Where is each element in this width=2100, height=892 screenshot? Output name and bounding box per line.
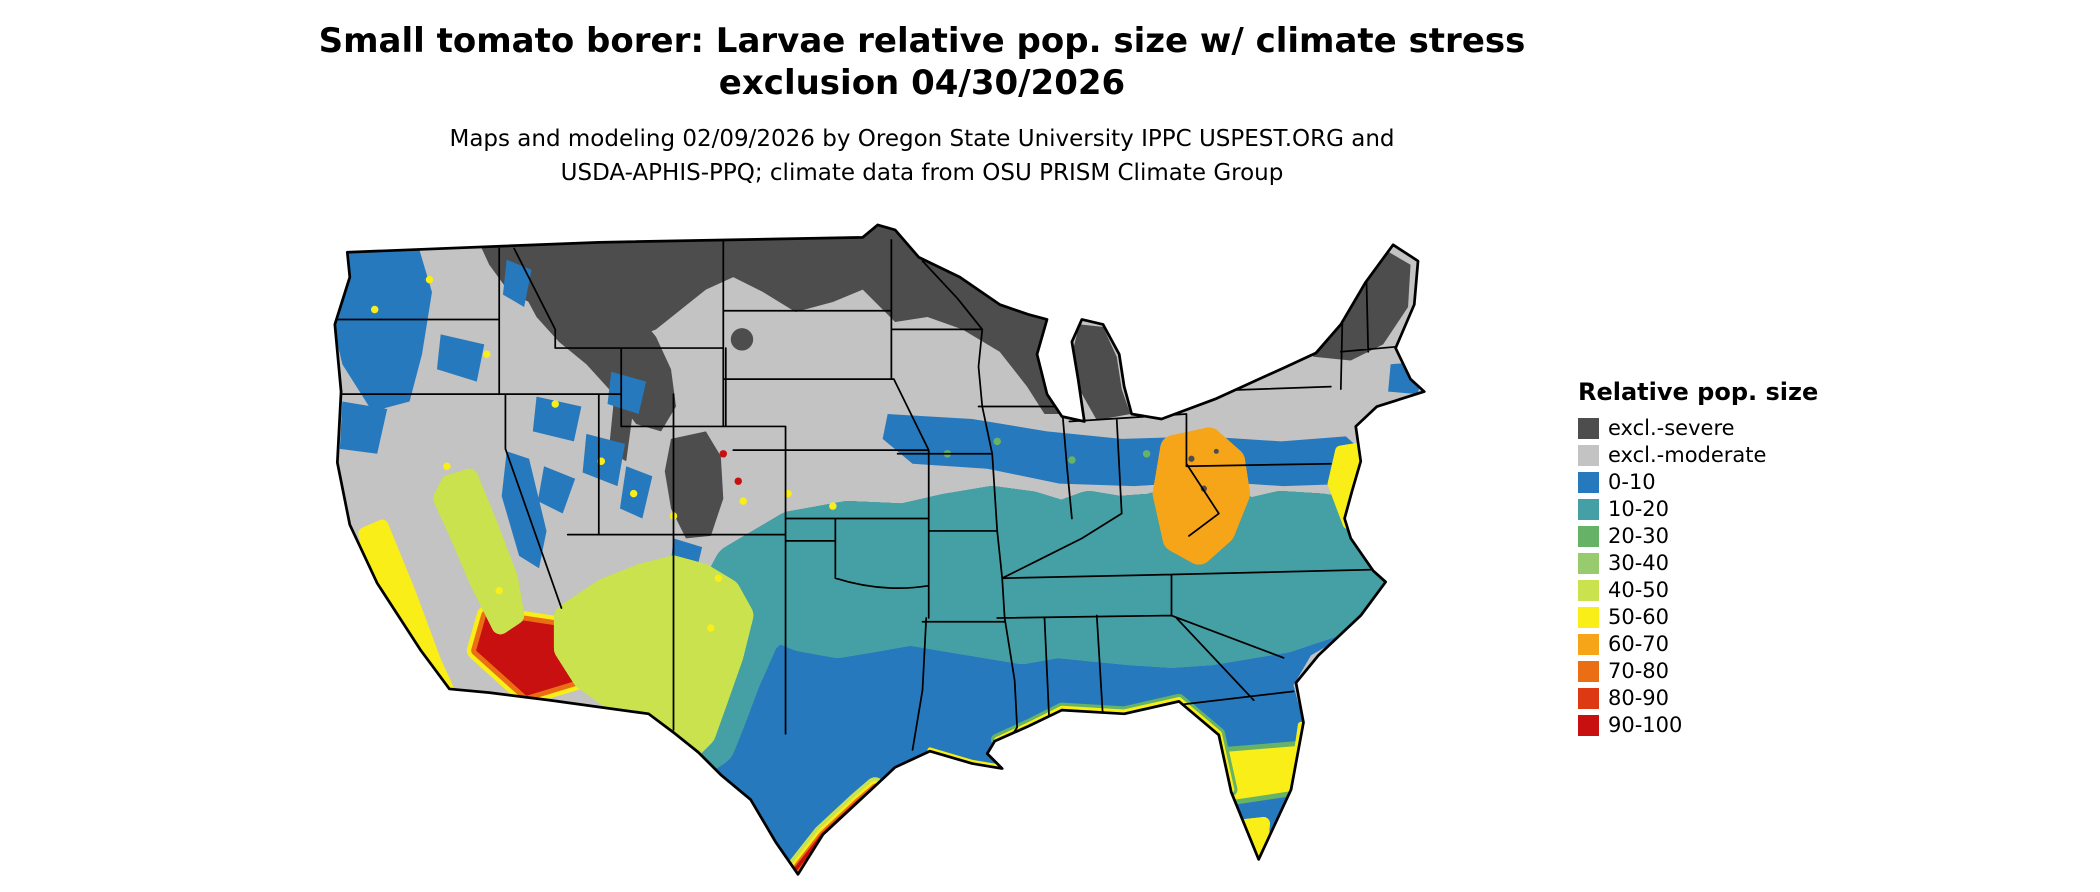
legend-item: excl.-moderate [1578, 443, 1878, 468]
map-appalachian-exclusion-wedge [1152, 441, 1250, 550]
map-title: Small tomato borer: Larvae relative pop.… [0, 20, 1844, 104]
map-national-outline [333, 223, 1426, 876]
legend-label: 50-60 [1608, 605, 1670, 629]
map-subtitle-line1: Maps and modeling 02/09/2026 by Oregon S… [449, 126, 1395, 152]
legend-swatch-40-50 [1578, 580, 1599, 601]
map-title-line1: Small tomato borer: Larvae relative pop.… [318, 21, 1526, 61]
legend-label: 10-20 [1608, 497, 1670, 521]
legend-label: 90-100 [1608, 713, 1683, 737]
legend-swatch-10-20 [1578, 499, 1599, 520]
legend-swatch-50-60 [1578, 607, 1599, 628]
legend-label: 60-70 [1608, 632, 1670, 656]
map-subtitle: Maps and modeling 02/09/2026 by Oregon S… [0, 122, 1844, 190]
legend-title: Relative pop. size [1578, 378, 1819, 406]
legend-item: 10-20 [1578, 497, 1878, 522]
map-terrain-speckles [370, 275, 1151, 632]
legend-swatch-0-10 [1578, 472, 1599, 493]
legend-label: 80-90 [1608, 686, 1670, 710]
map-subtitle-line2: USDA-APHIS-PPQ; climate data from OSU PR… [560, 160, 1284, 186]
legend-item: 90-100 [1578, 713, 1878, 738]
legend-swatch-excl-severe [1578, 418, 1599, 439]
legend-swatch-90-100 [1578, 715, 1599, 736]
legend-label: excl.-severe [1608, 416, 1735, 440]
us-map-svg [333, 223, 1426, 876]
legend-swatch-70-80 [1578, 661, 1599, 682]
map-state-boundaries [334, 238, 1397, 754]
legend-swatch-20-30 [1578, 526, 1599, 547]
legend-label: 20-30 [1608, 524, 1670, 548]
us-map [300, 205, 1545, 883]
legend-item: 40-50 [1578, 578, 1878, 603]
legend-item: 70-80 [1578, 659, 1878, 684]
legend-swatch-60-70 [1578, 634, 1599, 655]
legend-item: 50-60 [1578, 605, 1878, 630]
legend-item: excl.-severe [1578, 416, 1878, 441]
legend-label: excl.-moderate [1608, 443, 1767, 467]
map-southwest-high-population-region [466, 571, 754, 748]
legend-item: 60-70 [1578, 632, 1878, 657]
legend-label: 40-50 [1608, 578, 1670, 602]
legend-swatch-30-40 [1578, 553, 1599, 574]
legend-label: 70-80 [1608, 659, 1670, 683]
legend-item: 0-10 [1578, 470, 1878, 495]
map-title-line2: exclusion 04/30/2026 [718, 63, 1126, 103]
legend-swatch-excl-moderate [1578, 445, 1599, 466]
legend-item: 20-30 [1578, 524, 1878, 549]
legend-label: 0-10 [1608, 470, 1656, 494]
legend-label: 30-40 [1608, 551, 1670, 575]
map-legend: Relative pop. size excl.-severe excl.-mo… [1578, 378, 1878, 740]
legend-swatch-80-90 [1578, 688, 1599, 709]
legend-item: 80-90 [1578, 686, 1878, 711]
legend-item: 30-40 [1578, 551, 1878, 576]
